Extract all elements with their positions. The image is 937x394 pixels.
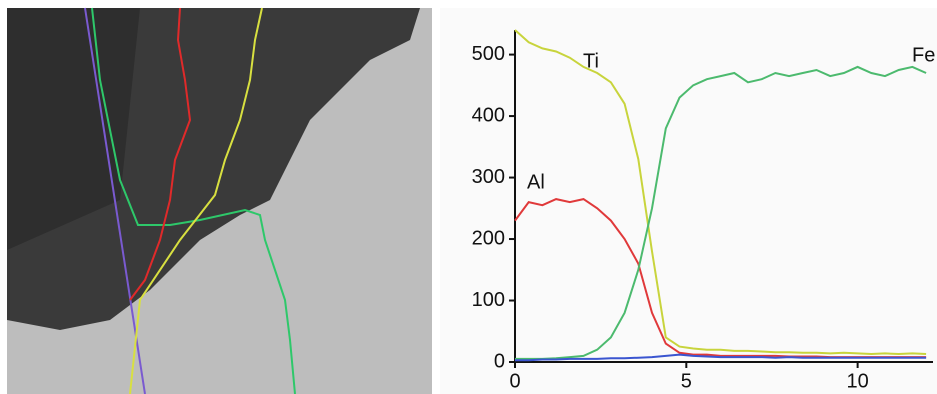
series-line — [514, 29, 927, 356]
series-label: Ti — [583, 50, 599, 72]
y-tick-label: 500 — [472, 43, 505, 65]
y-tick-label: 400 — [472, 104, 505, 126]
x-tick-label: 0 — [509, 370, 520, 392]
series-line — [515, 353, 927, 362]
series-label: Al — [527, 171, 545, 193]
x-tick-label: 5 — [681, 370, 692, 392]
scan-line — [84, 7, 146, 394]
fe-trace — [91, 7, 296, 394]
micrograph — [7, 7, 432, 394]
y-tick-label: 0 — [494, 350, 505, 372]
ti-trace — [129, 7, 263, 394]
series-label: Fe — [912, 44, 935, 66]
dark-shade — [7, 8, 140, 250]
x-tick-label: 10 — [846, 370, 868, 392]
y-tick-label: 300 — [472, 166, 505, 188]
y-tick-label: 100 — [472, 289, 505, 311]
y-tick-label: 200 — [472, 227, 505, 249]
plot-background — [440, 8, 937, 394]
al-trace — [129, 7, 192, 301]
series-line — [515, 65, 927, 360]
